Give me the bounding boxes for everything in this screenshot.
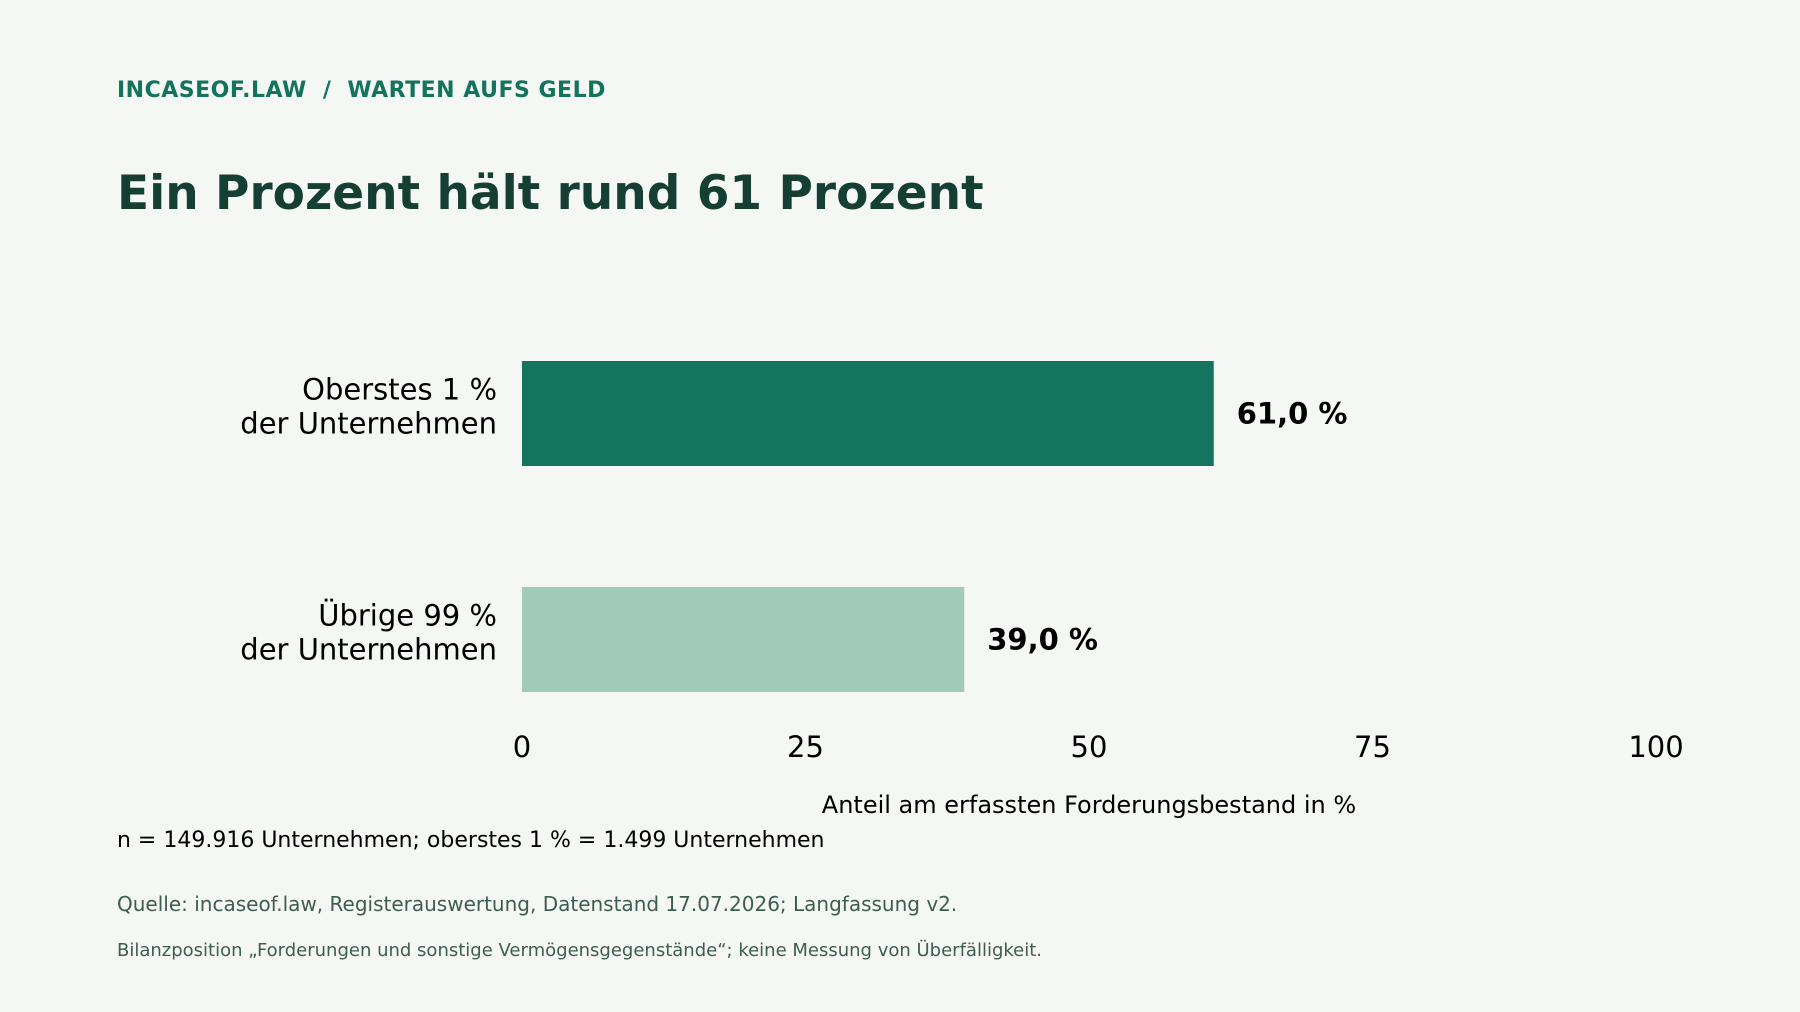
x-tick-label-1: 25 xyxy=(787,730,824,764)
category-label-0-1: der Unternehmen xyxy=(240,407,497,441)
bar-1 xyxy=(522,587,965,692)
chart-title: Ein Prozent hält rund 61 Prozent xyxy=(117,166,984,221)
category-label-0-0: Oberstes 1 % xyxy=(302,373,497,407)
x-tick-label-2: 50 xyxy=(1071,730,1108,764)
x-tick-label-0: 0 xyxy=(513,730,531,764)
bar-0 xyxy=(522,361,1214,466)
value-label-1: 39,0 % xyxy=(987,623,1098,657)
x-axis-label: Anteil am erfassten Forderungsbestand in… xyxy=(822,791,1356,819)
category-label-1-1: der Unternehmen xyxy=(240,633,497,667)
scope-note: Bilanzposition „Forderungen und sonstige… xyxy=(117,940,1043,961)
kicker-section: WARTEN AUFS GELD xyxy=(347,78,606,103)
x-tick-label-4: 100 xyxy=(1628,730,1683,764)
kicker-site: INCASEOF.LAW xyxy=(117,78,307,103)
kicker: INCASEOF.LAW / WARTEN AUFS GELD xyxy=(117,78,606,103)
category-label-1-0: Übrige 99 % xyxy=(318,599,497,633)
kicker-separator: / xyxy=(322,78,332,103)
x-tick-label-3: 75 xyxy=(1354,730,1391,764)
sample-note: n = 149.916 Unternehmen; oberstes 1 % = … xyxy=(117,828,825,853)
source-note: Quelle: incaseof.law, Registerauswertung… xyxy=(117,892,958,916)
value-label-0: 61,0 % xyxy=(1237,397,1348,431)
